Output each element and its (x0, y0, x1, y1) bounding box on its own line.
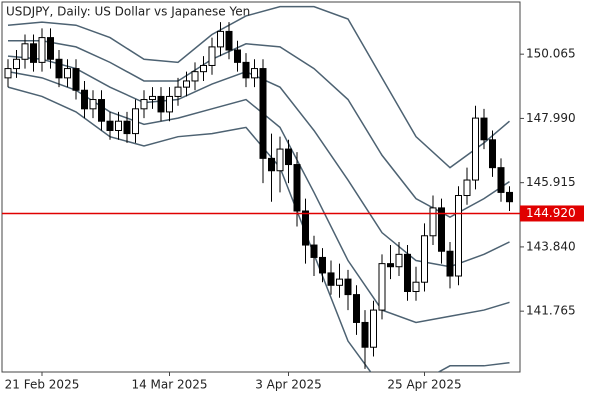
candle-body (55, 58, 63, 79)
candle-body (421, 235, 428, 283)
candle-body (344, 278, 352, 296)
y-tick-label: 150.065 (526, 47, 576, 61)
candle-body (98, 99, 105, 122)
candle-body (89, 99, 97, 110)
candle-body (208, 46, 216, 66)
candle-body (157, 95, 165, 113)
candle-body (166, 95, 173, 113)
candle-body (497, 167, 505, 193)
candle-body (361, 321, 369, 348)
candle-body (489, 139, 496, 169)
candle-body (455, 195, 462, 277)
chart-title: USDJPY, Daily: US Dollar vs Japanese Yen (6, 5, 250, 19)
candle-body (472, 117, 479, 181)
price-label-box (520, 205, 584, 222)
x-tick-label: 21 Feb 2025 (5, 378, 80, 392)
candle-body (259, 68, 267, 159)
candle-body (174, 86, 182, 97)
candle-body (268, 157, 275, 172)
candle-body (353, 294, 360, 323)
candle-body (64, 68, 71, 79)
x-tick-label: 3 Apr 2025 (255, 378, 322, 392)
candle-body (72, 68, 80, 91)
y-tick-label: 143.840 (526, 239, 576, 253)
candle-body (38, 37, 46, 63)
candle-body (463, 179, 471, 197)
candle-body (200, 64, 207, 73)
candle-body (21, 43, 29, 60)
candle-body (480, 117, 488, 141)
plot-frame (1, 1, 521, 373)
candle-body (506, 191, 513, 203)
candle-body (13, 58, 20, 70)
candle-body (429, 207, 437, 237)
candle-body (123, 120, 131, 135)
y-tick-label: 147.990 (526, 111, 576, 125)
candle-body (30, 43, 37, 63)
candle-body (327, 272, 335, 286)
candle-body (106, 120, 114, 131)
y-tick-label: 141.765 (526, 304, 576, 318)
candle-body (81, 89, 88, 110)
candle-body (234, 49, 241, 63)
candle-body (310, 244, 318, 258)
candle-body (446, 250, 454, 277)
candle-body (115, 120, 122, 131)
candle-body (438, 207, 445, 252)
plot-area (4, 5, 513, 372)
candle-body (217, 30, 224, 48)
price-label: 144.920 (526, 206, 576, 220)
candle-body (183, 80, 190, 88)
y-tick-label: 145.915 (526, 175, 576, 189)
candle-body (242, 61, 250, 79)
x-tick-label: 25 Apr 2025 (387, 378, 461, 392)
candle-body (404, 253, 411, 292)
candle-body (395, 253, 403, 268)
candle-body (225, 30, 233, 51)
x-tick-label: 14 Mar 2025 (131, 378, 207, 392)
candle-body (251, 68, 258, 79)
band-line (7, 5, 510, 169)
candle-body (285, 148, 292, 166)
candle-body (4, 68, 12, 79)
candle-body (276, 148, 284, 172)
candle-body (191, 71, 199, 82)
candle-body (47, 37, 54, 60)
candle-body (387, 263, 394, 268)
candle-body (302, 210, 309, 246)
candle-body (378, 263, 386, 311)
candle-body (293, 164, 301, 212)
candle-body (149, 95, 156, 101)
candle-body (132, 108, 139, 135)
candle-body (336, 278, 343, 286)
candle-body (370, 309, 377, 348)
candle-body (412, 281, 420, 292)
candle-body (319, 256, 326, 274)
candle-body (140, 99, 148, 110)
